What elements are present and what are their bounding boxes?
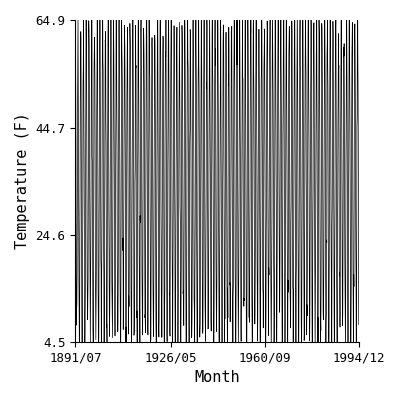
X-axis label: Month: Month <box>194 370 240 385</box>
Y-axis label: Temperature (F): Temperature (F) <box>15 112 30 249</box>
